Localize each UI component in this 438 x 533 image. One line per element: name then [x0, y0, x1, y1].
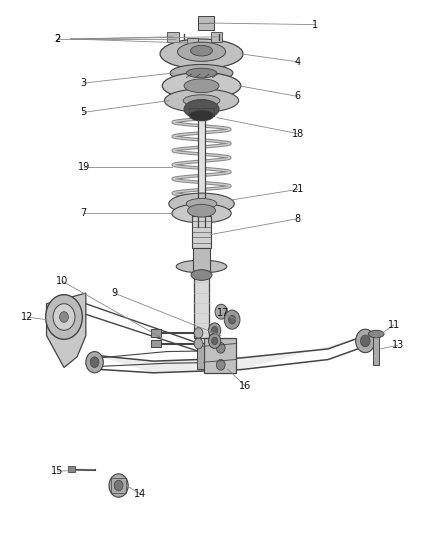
Ellipse shape [368, 330, 384, 338]
FancyBboxPatch shape [167, 31, 179, 42]
Ellipse shape [176, 260, 227, 273]
Ellipse shape [216, 343, 225, 353]
Ellipse shape [172, 204, 231, 223]
FancyBboxPatch shape [373, 336, 379, 365]
Text: 3: 3 [81, 78, 87, 88]
Ellipse shape [186, 198, 217, 209]
FancyBboxPatch shape [198, 16, 214, 30]
Ellipse shape [177, 42, 226, 61]
Ellipse shape [216, 360, 225, 370]
Ellipse shape [184, 100, 219, 119]
Ellipse shape [184, 79, 219, 93]
Ellipse shape [208, 334, 221, 349]
Ellipse shape [86, 352, 103, 373]
Text: 7: 7 [81, 208, 87, 219]
Ellipse shape [186, 68, 217, 78]
Text: 5: 5 [81, 107, 87, 117]
Text: 6: 6 [294, 91, 300, 101]
Ellipse shape [208, 323, 221, 338]
FancyBboxPatch shape [151, 340, 161, 348]
Ellipse shape [90, 357, 99, 368]
Ellipse shape [183, 95, 220, 107]
Ellipse shape [194, 328, 203, 338]
Text: 2: 2 [54, 34, 60, 44]
Text: 4: 4 [294, 57, 300, 67]
Ellipse shape [212, 337, 218, 345]
Ellipse shape [187, 204, 215, 217]
Text: 16: 16 [239, 381, 251, 391]
FancyBboxPatch shape [194, 277, 209, 338]
Text: 21: 21 [291, 184, 304, 195]
Text: 17: 17 [217, 308, 230, 318]
Ellipse shape [60, 312, 68, 322]
FancyBboxPatch shape [189, 108, 214, 116]
Ellipse shape [189, 110, 214, 121]
Text: 11: 11 [388, 320, 400, 330]
Ellipse shape [164, 89, 239, 112]
FancyBboxPatch shape [151, 329, 161, 337]
Text: 1: 1 [312, 20, 318, 30]
FancyBboxPatch shape [197, 343, 204, 368]
Ellipse shape [162, 72, 241, 99]
Text: 10: 10 [56, 276, 68, 286]
Ellipse shape [46, 295, 82, 340]
Ellipse shape [170, 64, 233, 82]
FancyBboxPatch shape [187, 38, 198, 49]
Text: 14: 14 [134, 489, 147, 499]
Text: 18: 18 [291, 128, 304, 139]
Ellipse shape [215, 304, 227, 319]
FancyBboxPatch shape [68, 466, 75, 472]
Ellipse shape [212, 327, 218, 334]
Ellipse shape [53, 304, 75, 330]
Polygon shape [95, 336, 365, 373]
Ellipse shape [224, 310, 240, 329]
Ellipse shape [160, 39, 243, 69]
Text: 15: 15 [51, 466, 64, 476]
FancyBboxPatch shape [193, 248, 210, 277]
Text: 9: 9 [111, 288, 117, 298]
Ellipse shape [356, 329, 375, 353]
Ellipse shape [169, 193, 234, 214]
FancyBboxPatch shape [204, 338, 237, 373]
Text: 19: 19 [78, 161, 90, 172]
Text: 13: 13 [392, 340, 404, 350]
Ellipse shape [194, 338, 203, 349]
Ellipse shape [360, 335, 370, 347]
Ellipse shape [109, 474, 128, 497]
FancyBboxPatch shape [211, 31, 223, 42]
Ellipse shape [191, 45, 212, 56]
Polygon shape [46, 293, 86, 368]
Text: 12: 12 [21, 312, 33, 322]
Text: 8: 8 [294, 214, 300, 224]
Ellipse shape [114, 480, 123, 491]
Ellipse shape [191, 270, 212, 280]
Ellipse shape [229, 316, 236, 324]
FancyBboxPatch shape [198, 120, 205, 227]
Text: 2: 2 [54, 34, 60, 44]
FancyBboxPatch shape [192, 216, 211, 248]
